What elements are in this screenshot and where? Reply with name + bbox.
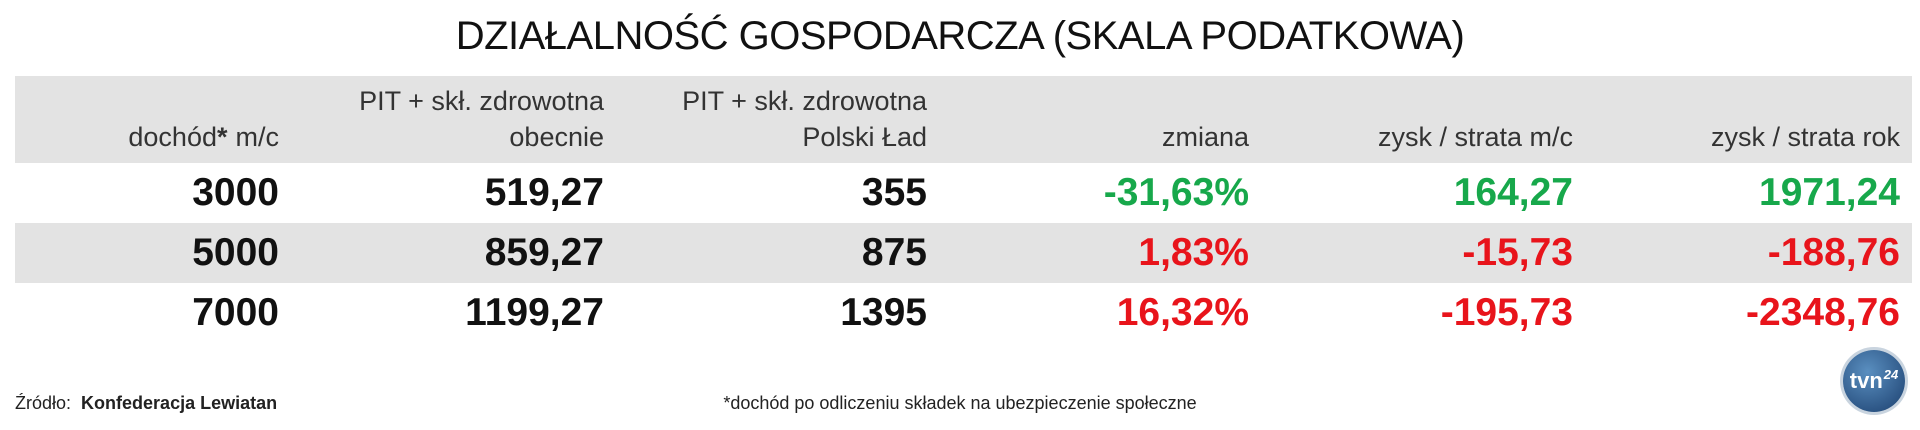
- table-cell: 1,83%: [1138, 231, 1249, 274]
- header-text: zysk / strata m/c: [1377, 122, 1573, 152]
- header-row: dochód* m/c PIT + skł. zdrowotna obecnie P…: [15, 76, 1912, 163]
- header-cell: zysk / strata rok: [1573, 119, 1900, 163]
- header-cell: zmiana: [927, 119, 1249, 163]
- header-cell: dochód* m/c: [15, 119, 279, 163]
- table-cell: 1395: [840, 291, 927, 334]
- header-cell: PIT + skł. zdrowotna obecnie: [279, 83, 604, 163]
- header-text: m/c: [235, 122, 280, 152]
- table-row: 5000 859,27 875 1,83% -15,73 -188,76: [15, 223, 1912, 283]
- header-text: PIT + skł. zdrowotna: [682, 86, 927, 116]
- table-cell: -31,63%: [1103, 171, 1249, 214]
- table-cell: 859,27: [484, 231, 604, 274]
- table-cell: -15,73: [1462, 231, 1573, 274]
- table: dochód* m/c PIT + skł. zdrowotna obecnie P…: [15, 76, 1912, 343]
- table-cell: 875: [861, 231, 927, 274]
- table-cell: 1199,27: [465, 291, 604, 334]
- table-cell: 16,32%: [1116, 291, 1249, 334]
- logo-text: 24: [1883, 366, 1899, 382]
- table-row: 3000 519,27 355 -31,63% 164,27 1971,24: [15, 163, 1912, 223]
- table-cell: 7000: [192, 291, 279, 334]
- table-cell: 164,27: [1453, 171, 1573, 214]
- header-text: PIT + skł. zdrowotna: [359, 86, 604, 116]
- source-label: Źródło:: [15, 393, 72, 413]
- header-text: obecnie: [509, 122, 604, 152]
- table-cell: 1971,24: [1759, 171, 1900, 214]
- logo: tvn 24: [1843, 350, 1905, 412]
- title: DZIAŁALNOŚĆ GOSPODARCZA (SKALA PODATKOWA…: [455, 14, 1465, 58]
- table-cell: -188,76: [1767, 231, 1900, 274]
- header-text: zmiana: [1161, 122, 1249, 152]
- header-text: dochód: [128, 122, 217, 152]
- header-text: *: [216, 122, 228, 152]
- header-text: Polski Ład: [802, 122, 927, 152]
- table-cell: 519,27: [484, 171, 604, 214]
- source: Źródło: Konfederacja Lewiatan: [15, 393, 277, 414]
- logo-text: tvn: [1849, 368, 1883, 393]
- table-row: 7000 1199,27 1395 16,32% -195,73 -2348,76: [15, 283, 1912, 343]
- table-cell: -195,73: [1440, 291, 1573, 334]
- header-text: zysk / strata rok: [1710, 122, 1900, 152]
- header-cell: PIT + skł. zdrowotna Polski Ład: [604, 83, 927, 163]
- table-cell: 3000: [192, 171, 279, 214]
- table-cell: 5000: [192, 231, 279, 274]
- footnote: *dochód po odliczeniu składek na ubezpie…: [723, 393, 1197, 413]
- table-cell: 355: [861, 171, 927, 214]
- header-cell: zysk / strata m/c: [1249, 119, 1573, 163]
- table-body: 3000 519,27 355 -31,63% 164,27 1971,24 5000 859…: [15, 163, 1912, 343]
- source-name: Konfederacja Lewiatan: [81, 393, 278, 413]
- table-cell: -2348,76: [1746, 291, 1900, 334]
